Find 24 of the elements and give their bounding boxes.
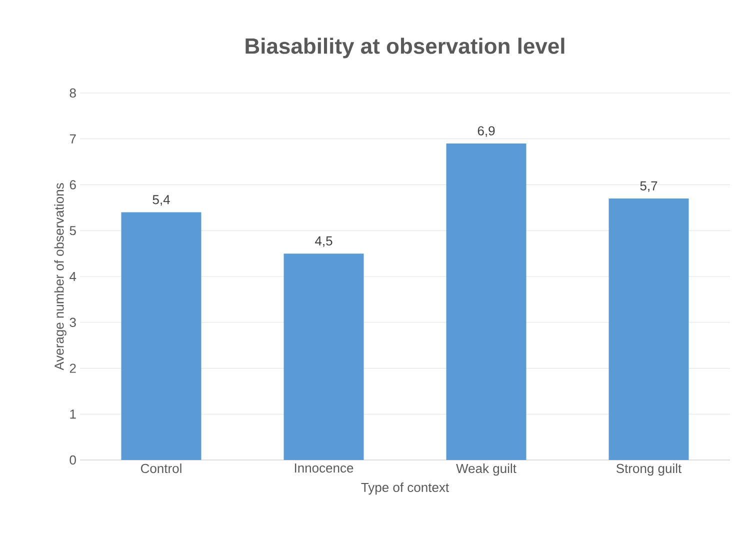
y-tick-label: 3 [70, 318, 76, 327]
x-tick-label: Weak guilt [456, 464, 516, 476]
x-axis-title: Type of context [361, 482, 449, 495]
y-axis-title: Average number of observations [54, 183, 66, 370]
y-tick-label: 6 [70, 180, 76, 190]
bar [608, 198, 689, 460]
data-label: 4,5 [315, 236, 332, 248]
x-tick-label: Strong guilt [616, 464, 682, 476]
bar [121, 212, 202, 460]
data-label: 5,7 [640, 181, 658, 192]
y-tick-label: 4 [70, 272, 76, 281]
x-tick-label: Control [140, 464, 182, 474]
chart-title: Biasability at observation level [246, 38, 564, 58]
data-label: 5,4 [152, 195, 170, 206]
bar [284, 254, 364, 460]
bar [446, 143, 526, 460]
y-tick-label: 1 [70, 410, 76, 419]
y-tick-label: 0 [70, 455, 76, 465]
data-label: 6,9 [478, 126, 495, 137]
y-tick-label: 8 [70, 88, 76, 98]
y-tick-label: 5 [70, 226, 76, 236]
x-tick-label: Innocence [294, 464, 354, 473]
y-tick-label: 2 [70, 364, 76, 373]
y-tick-label: 7 [70, 134, 76, 144]
